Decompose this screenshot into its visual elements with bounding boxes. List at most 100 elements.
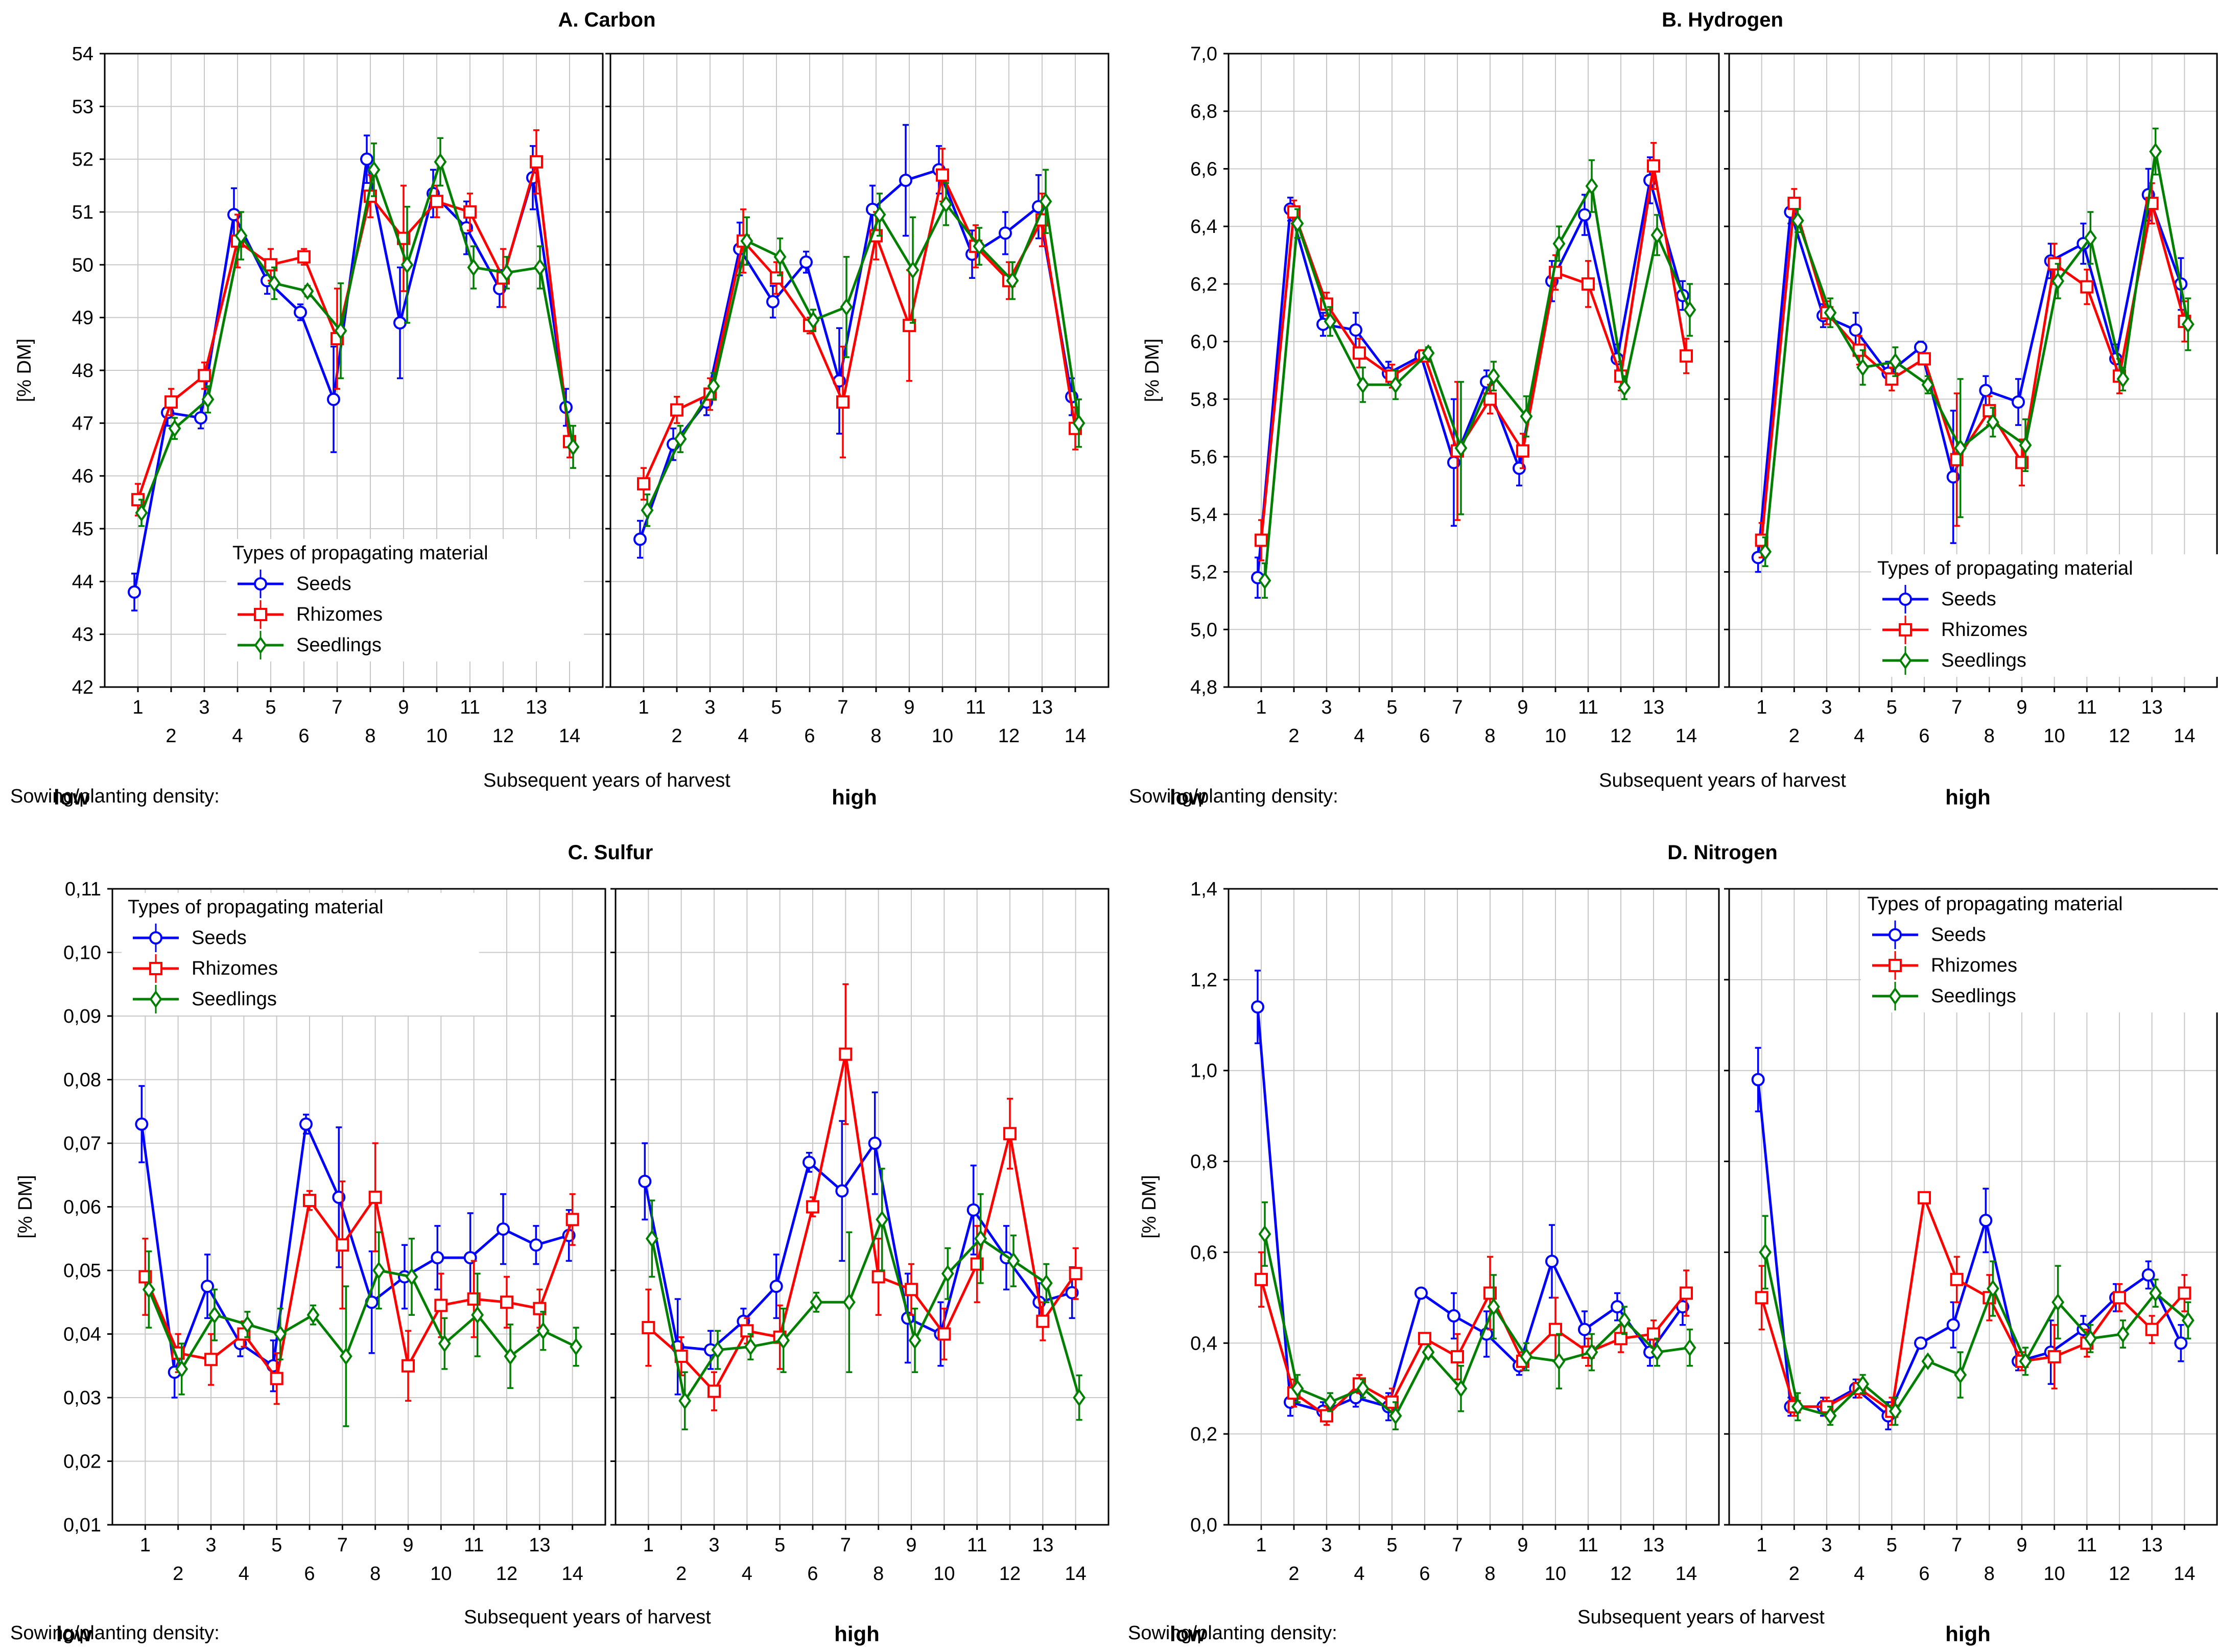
legend-entry-rhizomes: Rhizomes [238,600,383,629]
data-point [135,1117,149,1131]
panel-frame [1728,888,2218,1526]
x-tick-label: 13 [1032,1535,1053,1556]
data-point [1578,208,1591,222]
data-point [807,311,820,329]
y-tick-label: 0,2 [1190,1424,1217,1445]
x-tick-label: 8 [873,1563,884,1585]
x-tick-label: 14 [1676,725,1697,747]
x-tick-label: 12 [998,725,1020,747]
data-point [1954,439,1967,457]
density-label: low [1170,785,1206,809]
data-point [497,1222,510,1236]
data-point [1520,407,1533,426]
data-point [1914,1336,1927,1350]
data-point [876,1210,889,1229]
data-point [128,585,141,599]
x-tick-label: 7 [1452,1535,1462,1556]
data-point [297,250,311,264]
data-point [973,237,986,255]
data-point [1582,277,1595,291]
legend: Types of propagating material Seeds Rhizom… [226,539,584,662]
series-rhizomes [138,1142,579,1405]
data-point [840,298,853,316]
data-point [2181,315,2195,334]
x-tick-label: 14 [559,725,580,747]
square-marker-icon [1899,623,1912,636]
data-point [438,1334,451,1353]
series-seedlings [1759,127,2195,568]
data-point [974,1230,987,1248]
y-tick-label: 54 [72,43,93,65]
data-point [198,369,211,383]
x-tick-label: 7 [337,1535,348,1556]
square-marker-icon [254,608,267,621]
x-tick-label: 1 [1256,697,1266,718]
legend-entry-seedlings: Seedlings [238,631,382,659]
data-point [1755,1291,1768,1305]
y-tick-label: 5,6 [1190,446,1217,468]
data-point [810,1293,823,1311]
x-tick-label: 1 [132,697,143,718]
data-point [645,1230,658,1248]
data-point [565,1213,579,1226]
x-tick-label: 2 [173,1563,183,1585]
x-tick-label: 1 [638,697,649,718]
data-point [936,168,949,182]
data-point [135,504,148,522]
data-point [1545,1255,1559,1268]
data-point [1824,1407,1837,1425]
data-point [1324,1393,1337,1411]
data-point [1454,1379,1468,1398]
x-tick-label: 3 [1321,697,1332,718]
data-point [2019,1352,2032,1371]
legend-background [226,539,584,662]
y-tick-label: 0,4 [1190,1333,1217,1354]
data-point [740,232,753,250]
chart-title: A. Carbon [558,9,655,31]
x-tick-label: 12 [1610,725,1632,747]
data-point [1040,1274,1053,1292]
panel-low: 4,85,05,25,45,65,86,06,26,46,66,87,01234… [1190,43,1720,747]
circle-marker-icon [149,931,162,945]
series-line [647,1054,1077,1394]
y-tick-label: 5,8 [1190,389,1217,410]
data-point [1258,1225,1271,1243]
data-point [1516,444,1529,458]
data-point [1447,1309,1460,1323]
data-point [1353,346,1366,360]
data-point [871,1270,885,1284]
y-tick-label: 42 [72,677,93,698]
panel-frame [609,53,1110,688]
data-point [906,261,919,279]
x-tick-label: 6 [304,1563,315,1585]
data-point [194,411,207,424]
data-point [1414,1286,1428,1300]
x-tick-label: 2 [166,725,176,747]
x-tick-label: 5 [774,1535,785,1556]
x-axis-label: Subsequent years of harvest [1599,770,1846,791]
data-point [1918,352,1931,366]
data-point [368,1190,382,1204]
x-tick-label: 5 [1386,697,1397,718]
data-point [674,430,687,448]
x-tick-label: 4 [1854,725,1865,747]
data-point [2084,229,2097,247]
chart-0: A. Carbon [% DM] Subsequent years of harve… [10,9,1110,809]
x-tick-label: 9 [906,1535,916,1556]
series-rhizomes [131,129,576,516]
x-tick-label: 9 [398,697,409,718]
data-point [463,205,477,219]
data-point [168,419,181,438]
data-point [1006,271,1019,290]
x-tick-label: 2 [676,1563,687,1585]
y-tick-label: 5,4 [1190,504,1217,526]
data-point [711,1341,724,1359]
data-point [533,258,547,276]
series-line [140,1119,570,1373]
x-tick-label: 14 [2174,725,2195,747]
data-point [1618,1311,1631,1330]
circle-marker-icon [254,577,267,591]
density-prefix: Sowing/planting density: [10,786,220,807]
legend: Types of propagating material Seeds Rhizom… [1861,890,2218,1012]
data-point [803,1155,816,1169]
